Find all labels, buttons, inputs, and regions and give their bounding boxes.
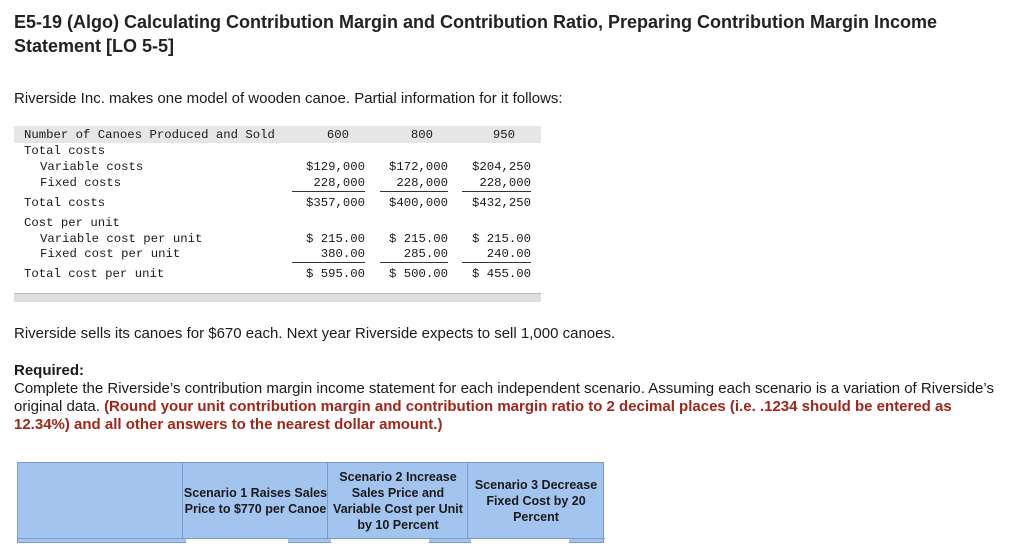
- cell-value: $432,250: [471, 196, 531, 210]
- row-label: Variable costs: [40, 160, 144, 174]
- table-row: Variable costs $129,000 $172,000 $204,25…: [14, 159, 541, 175]
- cell-value: $204,250: [471, 160, 531, 174]
- cell-value: 285.00: [380, 246, 448, 263]
- intro-text: Riverside Inc. makes one model of wooden…: [14, 90, 563, 107]
- cell-value: $ 595.00: [305, 267, 365, 281]
- input-cell-top[interactable]: [471, 539, 569, 544]
- table-row: Fixed cost per unit 380.00 285.00 240.00: [14, 246, 541, 263]
- table-row: Total cost per unit $ 595.00 $ 500.00 $ …: [14, 266, 541, 282]
- required-heading: Required:: [14, 362, 85, 379]
- cell-value: $ 215.00: [471, 232, 531, 246]
- header-label: Number of Canoes Produced and Sold: [24, 128, 275, 142]
- table-header-row: Number of Canoes Produced and Sold 600 8…: [14, 127, 541, 143]
- header-col-950: 950: [492, 128, 516, 142]
- cell-value: $357,000: [305, 196, 365, 210]
- scenario-header-divider: [18, 538, 605, 539]
- cell-value: $ 500.00: [388, 267, 448, 281]
- row-label: Fixed costs: [40, 176, 122, 190]
- cell-value: $ 215.00: [305, 232, 365, 246]
- header-col-800: 800: [410, 128, 434, 142]
- row-label: Fixed cost per unit: [40, 247, 181, 261]
- row-label: Total cost per unit: [24, 267, 165, 281]
- page-title: E5-19 (Algo) Calculating Contribution Ma…: [14, 12, 937, 56]
- input-cell-top[interactable]: [186, 539, 288, 544]
- table-header-band: [14, 126, 541, 143]
- table-row: Cost per unit: [14, 215, 541, 231]
- cell-value: $ 455.00: [471, 267, 531, 281]
- cell-value: 380.00: [292, 246, 365, 263]
- row-label: Total costs: [24, 196, 106, 210]
- cell-value: 240.00: [462, 246, 531, 263]
- table-row: Fixed costs 228,000 228,000 228,000: [14, 175, 541, 192]
- cost-data-table: Number of Canoes Produced and Sold 600 8…: [14, 126, 541, 302]
- sales-info-text: Riverside sells its canoes for $670 each…: [14, 325, 616, 342]
- scenario-3-header: Scenario 3 Decrease Fixed Cost by 20 Per…: [467, 463, 604, 538]
- cell-value: 228,000: [292, 175, 365, 192]
- input-cell-top[interactable]: [331, 539, 429, 544]
- required-body: Complete the Riverside’s contribution ma…: [14, 380, 1004, 434]
- table-row: Total costs: [14, 143, 541, 159]
- scenario-header-table: Scenario 1 Raises Sales Price to $770 pe…: [17, 462, 605, 544]
- row-label: Cost per unit: [24, 216, 120, 230]
- required-block: Required: Complete the Riverside’s contr…: [14, 362, 1004, 434]
- cell-value: $172,000: [388, 160, 448, 174]
- required-text: Complete the Riverside’s contribution ma…: [14, 380, 994, 415]
- scenario-2-header: Scenario 2 Increase Sales Price and Vari…: [327, 463, 468, 538]
- table-row: Variable cost per unit $ 215.00 $ 215.00…: [14, 231, 541, 247]
- header-col-600: 600: [326, 128, 350, 142]
- table-bottom-bar: [14, 293, 541, 302]
- row-label: Variable cost per unit: [40, 232, 203, 246]
- cell-value: $ 215.00: [388, 232, 448, 246]
- scenario-blank-header: [18, 463, 182, 538]
- rounding-note: (Round your unit contribution margin and…: [14, 398, 952, 433]
- cell-value: 228,000: [380, 175, 448, 192]
- scenario-1-header: Scenario 1 Raises Sales Price to $770 pe…: [182, 463, 328, 538]
- table-row: Total costs $357,000 $400,000 $432,250: [14, 195, 541, 211]
- cell-value: $400,000: [388, 196, 448, 210]
- cell-value: $129,000: [305, 160, 365, 174]
- row-label: Total costs: [24, 144, 106, 158]
- cell-value: 228,000: [462, 175, 531, 192]
